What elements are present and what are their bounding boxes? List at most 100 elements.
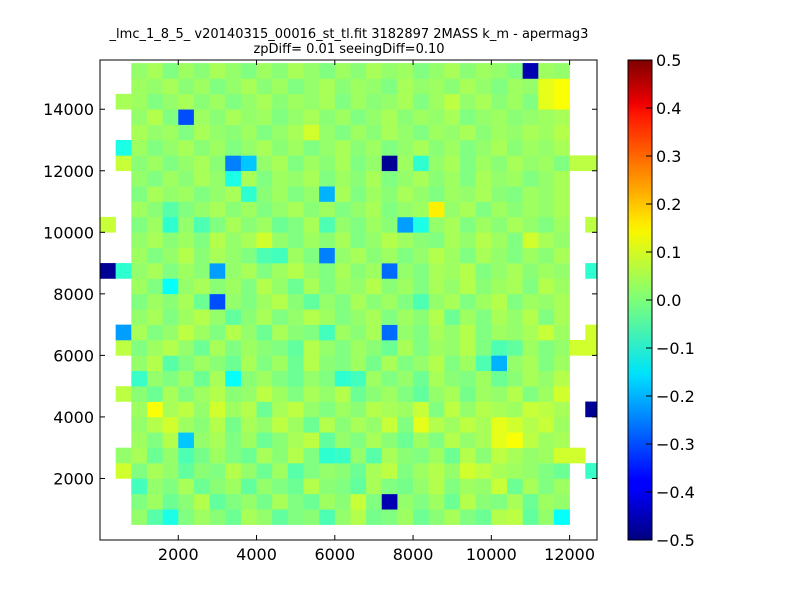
heatmap-cell bbox=[272, 201, 289, 218]
heatmap-cell bbox=[334, 478, 351, 495]
heatmap-cell bbox=[319, 370, 336, 387]
colorbar-tick-label: 0.5 bbox=[656, 51, 681, 70]
heatmap-cell bbox=[413, 293, 430, 310]
heatmap-cell bbox=[256, 509, 273, 525]
heatmap-cell bbox=[303, 340, 320, 356]
heatmap-cell bbox=[287, 232, 304, 248]
heatmap-cell bbox=[287, 340, 304, 356]
heatmap-cell bbox=[225, 155, 242, 172]
heatmap-cell bbox=[225, 263, 242, 279]
heatmap-cell bbox=[413, 170, 430, 187]
heatmap-cell bbox=[272, 109, 289, 125]
heatmap-cell bbox=[460, 201, 476, 218]
colorbar-axis: 0.5 0.4 0.3 0.2 0.1 0.0 −0.1 −0.2 −0.3 −0.4 −0.5 bbox=[646, 51, 695, 550]
heatmap-cell bbox=[131, 340, 148, 356]
heatmap-cell bbox=[366, 340, 383, 356]
heatmap-cell bbox=[225, 386, 242, 402]
y-tick-label: 6000 bbox=[53, 346, 94, 365]
heatmap-cell bbox=[209, 386, 226, 402]
heatmap-cell bbox=[413, 216, 430, 233]
heatmap-cell bbox=[334, 324, 351, 341]
heatmap-cell bbox=[428, 201, 445, 218]
heatmap-cell bbox=[178, 278, 195, 295]
heatmap-cell bbox=[162, 78, 179, 95]
heatmap-cell bbox=[256, 309, 273, 325]
heatmap-cell bbox=[256, 109, 273, 125]
heatmap-cell bbox=[522, 463, 539, 479]
heatmap-cell bbox=[131, 416, 148, 433]
heatmap-cell bbox=[193, 293, 210, 310]
heatmap-cell bbox=[146, 401, 163, 418]
heatmap-cell bbox=[366, 493, 383, 510]
heatmap-cell bbox=[225, 463, 242, 479]
heatmap-cell bbox=[444, 247, 461, 264]
heatmap-cell bbox=[178, 324, 195, 341]
heatmap-cell bbox=[366, 355, 383, 372]
heatmap-cell bbox=[240, 216, 257, 233]
heatmap-cell bbox=[444, 109, 461, 125]
heatmap-cell bbox=[460, 78, 476, 95]
heatmap-cell bbox=[553, 170, 570, 187]
colorbar-tick-label: −0.1 bbox=[656, 339, 695, 358]
heatmap-cell bbox=[287, 293, 304, 310]
heatmap-cell bbox=[506, 140, 523, 156]
heatmap-cell bbox=[209, 401, 226, 418]
heatmap-cell bbox=[397, 124, 414, 141]
heatmap-cell bbox=[100, 263, 116, 279]
heatmap-cell bbox=[413, 401, 430, 418]
heatmap-cell bbox=[381, 463, 398, 479]
heatmap-cell bbox=[162, 263, 179, 279]
heatmap-cell bbox=[319, 324, 336, 341]
heatmap-cell bbox=[193, 109, 210, 125]
heatmap-cell bbox=[240, 78, 257, 95]
heatmap-cell bbox=[225, 140, 242, 156]
heatmap-cell bbox=[491, 309, 508, 325]
heatmap-cell bbox=[428, 186, 445, 202]
heatmap-cell bbox=[538, 463, 555, 479]
heatmap-cell bbox=[178, 140, 195, 156]
heatmap-cell bbox=[131, 432, 148, 448]
heatmap-cell bbox=[131, 247, 148, 264]
heatmap-cell bbox=[506, 63, 523, 79]
heatmap-cell bbox=[256, 247, 273, 264]
heatmap-cell bbox=[491, 293, 508, 310]
heatmap-cell bbox=[131, 201, 148, 218]
heatmap-cell bbox=[522, 140, 539, 156]
heatmap-cell bbox=[319, 263, 336, 279]
heatmap-cell bbox=[444, 509, 461, 525]
heatmap-cell bbox=[162, 186, 179, 202]
heatmap-cell bbox=[381, 201, 398, 218]
heatmap-cell bbox=[287, 509, 304, 525]
heatmap-cell bbox=[319, 493, 336, 510]
heatmap-cell bbox=[444, 309, 461, 325]
heatmap-cell bbox=[460, 170, 476, 187]
heatmap-cell bbox=[225, 340, 242, 356]
heatmap-cell bbox=[428, 216, 445, 233]
heatmap-cell bbox=[460, 309, 476, 325]
heatmap-cell bbox=[413, 247, 430, 264]
heatmap-cell bbox=[397, 186, 414, 202]
heatmap-cell bbox=[287, 463, 304, 479]
x-tick-label: 8000 bbox=[393, 545, 434, 564]
heatmap-cell bbox=[444, 186, 461, 202]
y-tick-label: 12000 bbox=[43, 162, 94, 181]
heatmap-cell bbox=[444, 263, 461, 279]
colorbar-tick-label: 0.2 bbox=[656, 195, 681, 214]
heatmap-cell bbox=[444, 170, 461, 187]
heatmap-cell bbox=[428, 247, 445, 264]
heatmap-cell bbox=[350, 432, 367, 448]
heatmap-cell bbox=[303, 355, 320, 372]
heatmap-cell bbox=[209, 278, 226, 295]
heatmap-cell bbox=[319, 124, 336, 141]
heatmap-cell bbox=[162, 278, 179, 295]
heatmap-cell bbox=[381, 447, 398, 464]
colorbar-tick-label: 0.1 bbox=[656, 243, 681, 262]
heatmap-cell bbox=[178, 263, 195, 279]
heatmap-cell bbox=[475, 355, 492, 372]
heatmap-cell bbox=[381, 186, 398, 202]
heatmap-cell bbox=[303, 78, 320, 95]
heatmap-cell bbox=[272, 63, 289, 79]
heatmap-cell bbox=[225, 447, 242, 464]
heatmap-cell bbox=[303, 63, 320, 79]
heatmap-cell bbox=[413, 263, 430, 279]
